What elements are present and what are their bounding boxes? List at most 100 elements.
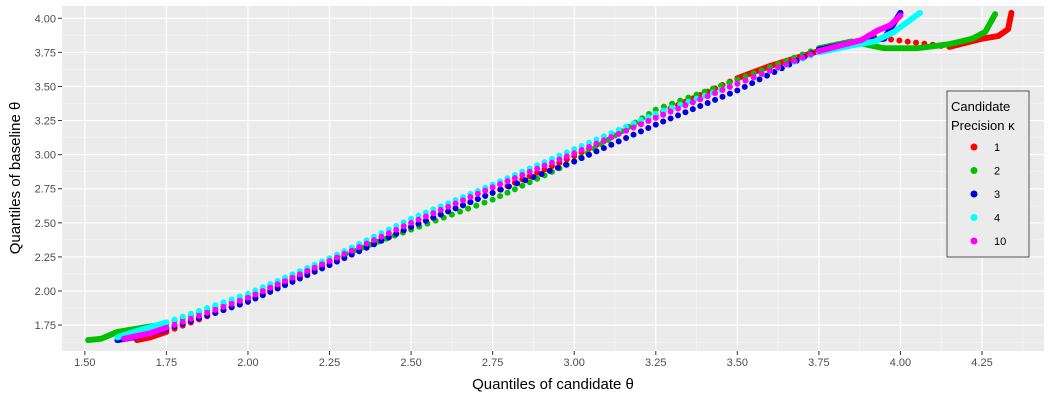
data-point [756, 76, 763, 83]
data-point [904, 38, 911, 45]
data-point [356, 244, 363, 251]
data-point [422, 213, 429, 220]
data-point [712, 90, 719, 97]
data-point [734, 80, 741, 87]
data-point [697, 103, 704, 110]
data-point [913, 39, 920, 46]
data-point [741, 83, 748, 90]
data-point [187, 315, 194, 322]
data-point [637, 128, 644, 135]
data-point [489, 184, 496, 191]
data-point [578, 155, 585, 162]
data-point [675, 112, 682, 119]
data-point [593, 140, 600, 147]
data-point [514, 180, 521, 187]
data-point [608, 141, 615, 148]
data-point [719, 93, 726, 100]
data-point [571, 158, 578, 165]
data-point [667, 108, 674, 115]
data-point [726, 90, 733, 97]
data-point [445, 203, 452, 210]
data-point [775, 64, 782, 71]
data-point [497, 193, 504, 200]
data-point [474, 196, 481, 203]
data-point [204, 305, 211, 312]
data-point [750, 74, 757, 81]
data-point [505, 183, 512, 190]
data-point [615, 138, 622, 145]
data-point [348, 247, 355, 254]
data-point [660, 111, 667, 118]
data-point [697, 96, 704, 103]
legend-key-3 [970, 190, 978, 198]
y-tick-label: 4.00 [35, 13, 56, 25]
data-point [704, 99, 711, 106]
data-point [430, 210, 437, 217]
data-point [415, 216, 422, 223]
data-point [489, 196, 496, 203]
data-point [228, 300, 235, 307]
data-point [571, 150, 578, 157]
data-point [763, 72, 770, 79]
data-point [415, 220, 422, 227]
data-point [212, 302, 219, 309]
x-tick-label: 3.25 [645, 357, 666, 369]
data-point [452, 200, 459, 207]
data-point [548, 159, 555, 166]
data-point [341, 251, 348, 258]
legend-label-4: 4 [994, 213, 1000, 225]
data-point [457, 208, 464, 215]
data-point [615, 130, 622, 137]
data-point [437, 211, 444, 218]
data-point [726, 83, 733, 90]
legend: Candidate Precision κ 1 2 3 4 10 [946, 90, 1030, 258]
y-axis: 1.75 2.00 2.25 2.50 2.75 3.00 3.25 3.50 3.75 4.00 [35, 13, 62, 332]
data-point [630, 124, 637, 131]
data-point [511, 175, 518, 182]
x-tick-label: 2.25 [319, 357, 340, 369]
data-point [333, 254, 340, 261]
data-point [511, 186, 518, 193]
legend-label-2: 2 [994, 166, 1000, 178]
data-point [236, 293, 243, 300]
data-point [897, 12, 904, 19]
data-point [637, 121, 644, 128]
data-point [289, 274, 296, 281]
y-tick-label: 1.75 [35, 320, 56, 332]
data-point [236, 297, 243, 304]
data-point [304, 268, 311, 275]
data-point [482, 192, 489, 199]
data-point [600, 137, 607, 144]
data-point [445, 208, 452, 215]
data-point [734, 87, 741, 94]
data-point [497, 186, 504, 193]
x-tick-label: 3.00 [563, 357, 584, 369]
data-point [187, 310, 194, 317]
data-point [467, 199, 474, 206]
plot-panel [62, 6, 1044, 351]
y-axis-title: Quantiles of baseline θ [7, 102, 24, 255]
data-point [749, 80, 756, 87]
data-point [704, 93, 711, 100]
data-point [408, 219, 415, 226]
y-tick-label: 2.25 [35, 252, 56, 264]
data-point [766, 67, 773, 74]
data-point [689, 106, 696, 113]
data-point [437, 206, 444, 213]
data-point [719, 86, 726, 93]
x-tick-label: 1.75 [156, 357, 177, 369]
data-point [244, 294, 251, 301]
y-tick-label: 3.25 [35, 116, 56, 128]
data-point [791, 57, 798, 64]
data-point [274, 281, 281, 288]
data-point [896, 37, 903, 44]
x-axis-title: Quantiles of candidate θ [472, 376, 634, 393]
legend-label-1: 1 [994, 142, 1000, 154]
data-point [196, 312, 203, 319]
data-point [888, 36, 895, 43]
y-tick-label: 2.75 [35, 184, 56, 196]
data-point [667, 115, 674, 122]
data-point [652, 114, 659, 121]
data-point [554, 164, 561, 171]
